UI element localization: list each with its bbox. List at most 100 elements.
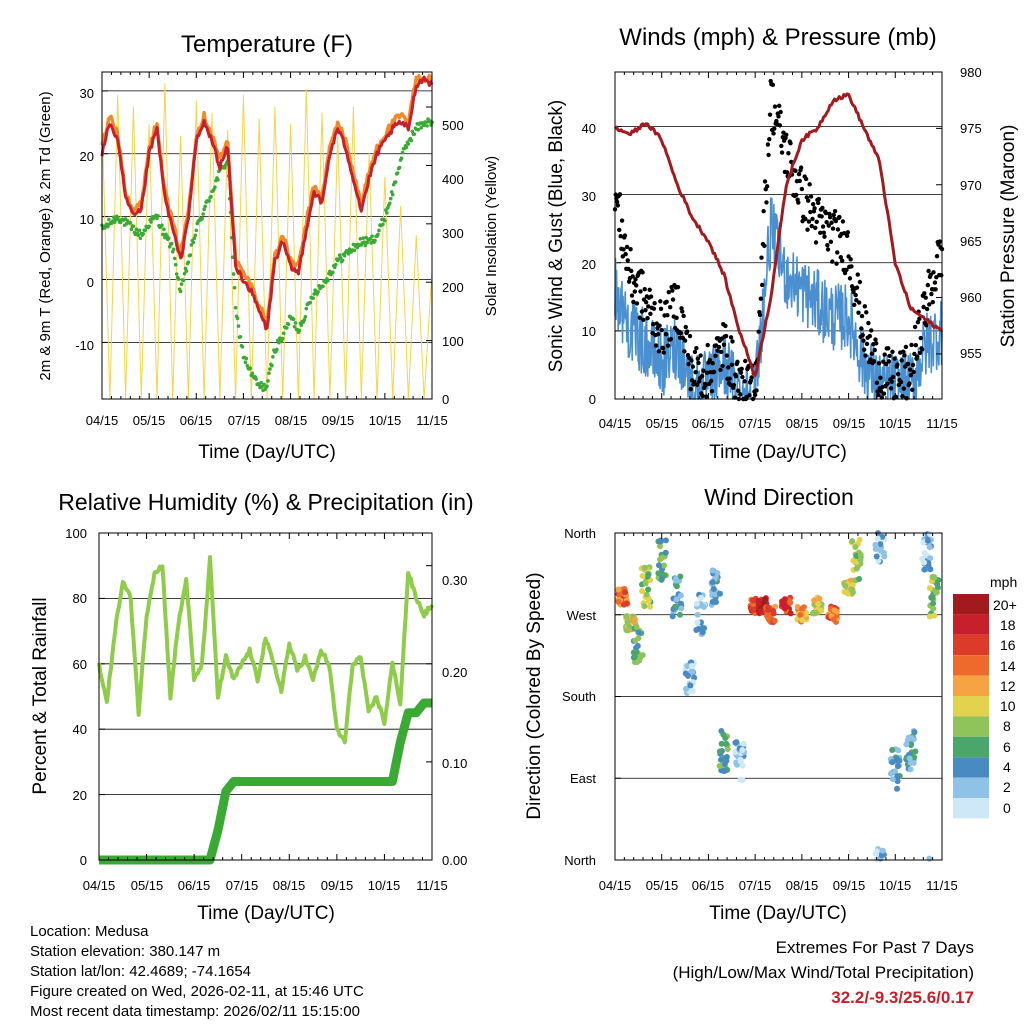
gust-point — [726, 365, 731, 370]
data-timestamp: Most recent data timestamp: 2026/02/11 1… — [30, 1003, 360, 1020]
gust-point — [631, 299, 636, 305]
humidity-left-tick-labels: 100 80 60 40 20 0 — [65, 526, 87, 868]
humidity-x-tick-label: 06/15 — [178, 878, 211, 893]
dewpoint-point — [262, 382, 266, 387]
winds-right-tick-labels: 980 975 970 965 960 955 — [960, 65, 982, 361]
winds-x-tick-label: 10/15 — [879, 416, 912, 431]
gust-point — [813, 240, 819, 245]
temperature-x-tick-label: 10/15 — [369, 413, 402, 428]
dewpoint-point — [293, 321, 298, 325]
winds-left-tick-label: 30 — [582, 189, 596, 204]
temperature-right-tick-label: 100 — [442, 334, 464, 349]
speed-legend-swatch — [953, 655, 989, 676]
dewpoint-point — [265, 384, 269, 389]
gust-point — [873, 337, 878, 342]
gust-point — [666, 289, 671, 295]
direction-point — [908, 734, 915, 741]
direction-point — [694, 619, 701, 626]
gust-point — [864, 341, 870, 347]
direction-point — [642, 580, 649, 587]
gust-point — [883, 361, 889, 367]
gust-point — [704, 394, 709, 399]
gust-point — [889, 379, 894, 384]
gust-point — [711, 369, 717, 375]
dewpoint-point — [280, 336, 285, 341]
gust-point — [757, 312, 763, 318]
gust-point — [647, 287, 652, 292]
speed-legend-label: 2 — [1003, 779, 1011, 795]
gust-point — [881, 391, 887, 396]
gust-point — [776, 114, 781, 119]
gust-point — [924, 323, 929, 328]
temperature-x-tick-label: 11/15 — [416, 413, 448, 428]
gust-point — [707, 357, 713, 363]
direction-point — [787, 599, 794, 606]
gust-point — [886, 359, 892, 364]
dewpoint-point — [174, 272, 179, 276]
gust-point — [705, 342, 710, 348]
dewpoint-point — [387, 201, 392, 206]
sonic-wind-line — [614, 197, 943, 400]
dewpoint-point — [268, 367, 272, 371]
direction-point — [655, 562, 662, 569]
gust-point — [820, 224, 826, 229]
direction-x-tick-label: 11/15 — [926, 878, 958, 893]
winds-y2-axis-label: Station Pressure (Maroon) — [998, 125, 1019, 348]
direction-point — [723, 754, 730, 761]
gust-point — [915, 320, 921, 325]
gust-point — [715, 348, 720, 353]
gust-point — [767, 136, 772, 142]
gust-point — [703, 382, 708, 388]
gust-point — [733, 374, 739, 379]
dewpoint-point — [186, 260, 191, 264]
gust-point — [882, 352, 887, 357]
gust-point — [827, 215, 833, 220]
gust-point — [859, 313, 865, 319]
dewpoint-point — [250, 371, 255, 376]
direction-point — [771, 617, 778, 624]
humidity-left-tick-label: 80 — [73, 591, 87, 606]
dewpoint-point — [169, 241, 174, 246]
humidity-plot-frame — [98, 532, 433, 861]
gust-point — [718, 367, 723, 373]
direction-point — [926, 613, 933, 620]
gust-point — [888, 386, 894, 391]
direction-y-axis-label: Direction (Colored By Speed) — [524, 572, 545, 819]
winds-right-tick-label: 955 — [960, 346, 982, 361]
gust-point — [665, 313, 670, 318]
gust-point — [912, 351, 917, 357]
gust-point — [893, 394, 899, 400]
gust-point — [926, 268, 931, 274]
direction-series — [615, 530, 942, 863]
gust-point — [643, 308, 648, 313]
direction-x-tick-label: 10/15 — [879, 878, 912, 893]
dewpoint-point — [166, 236, 171, 241]
gust-point — [900, 349, 906, 354]
gust-point — [772, 126, 777, 131]
gust-point — [643, 300, 649, 305]
dewpoint-point — [370, 234, 374, 239]
direction-point — [641, 603, 648, 610]
direction-point — [757, 608, 764, 615]
gust-point — [832, 208, 838, 214]
direction-point — [712, 599, 719, 606]
gust-point — [844, 233, 850, 239]
gust-point — [930, 299, 935, 305]
temperature-x-tick-label: 09/15 — [322, 413, 355, 428]
speed-legend-swatches — [953, 594, 989, 819]
humidity-series — [97, 555, 434, 865]
dewpoint-point — [271, 354, 275, 359]
gust-point — [851, 289, 856, 295]
temperature-panel: Temperature (F) 30 20 10 0 -10 500 400 3… — [37, 31, 500, 463]
direction-point — [927, 566, 934, 573]
gust-point — [829, 220, 834, 225]
dewpoint-point — [149, 220, 153, 224]
gust-point — [724, 353, 730, 358]
gust-point — [921, 304, 926, 310]
speed-legend-label: 8 — [1003, 718, 1011, 734]
gust-point — [784, 170, 790, 175]
temperature-left-tick-label: 10 — [80, 212, 94, 227]
insolation-line — [101, 83, 433, 400]
gust-point — [848, 257, 853, 262]
gust-point — [903, 344, 909, 350]
